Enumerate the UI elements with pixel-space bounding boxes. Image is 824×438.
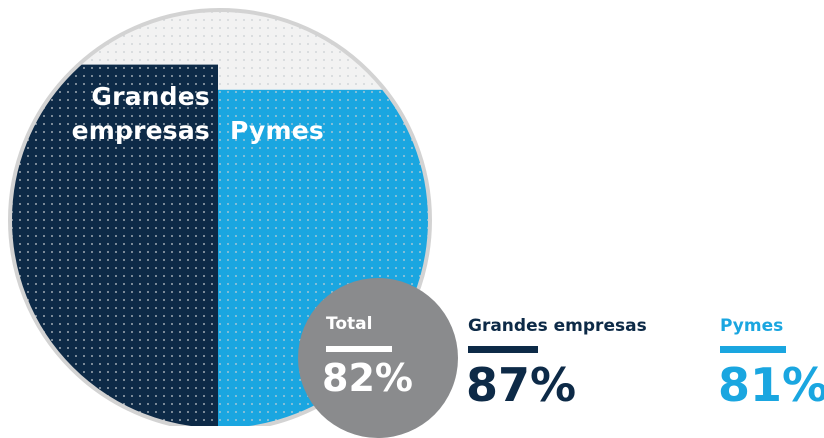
- grandes-empresas-chart-label: Grandes empresas: [10, 80, 210, 148]
- circle-fill-chart: Grandes empresas Pymes: [8, 8, 432, 426]
- grandes-label-line1: Grandes: [91, 82, 210, 111]
- chart-svg: [8, 8, 432, 426]
- grandes-empresas-underline: [468, 346, 538, 353]
- pymes-chart-label: Pymes: [230, 116, 324, 145]
- fill-group: [10, 10, 430, 426]
- total-underline: [326, 346, 392, 352]
- pymes-value: 81%: [718, 358, 824, 412]
- grandes-label-line2: empresas: [71, 116, 210, 145]
- pymes-underline: [720, 346, 786, 353]
- grandes-empresas-value: 87%: [466, 358, 577, 412]
- total-badge: [298, 278, 458, 438]
- circle-outline: [8, 8, 432, 426]
- grandes-empresas-title: Grandes empresas: [468, 316, 647, 336]
- total-value: 82%: [322, 356, 413, 400]
- total-title: Total: [326, 314, 373, 334]
- pymes-title: Pymes: [720, 316, 784, 336]
